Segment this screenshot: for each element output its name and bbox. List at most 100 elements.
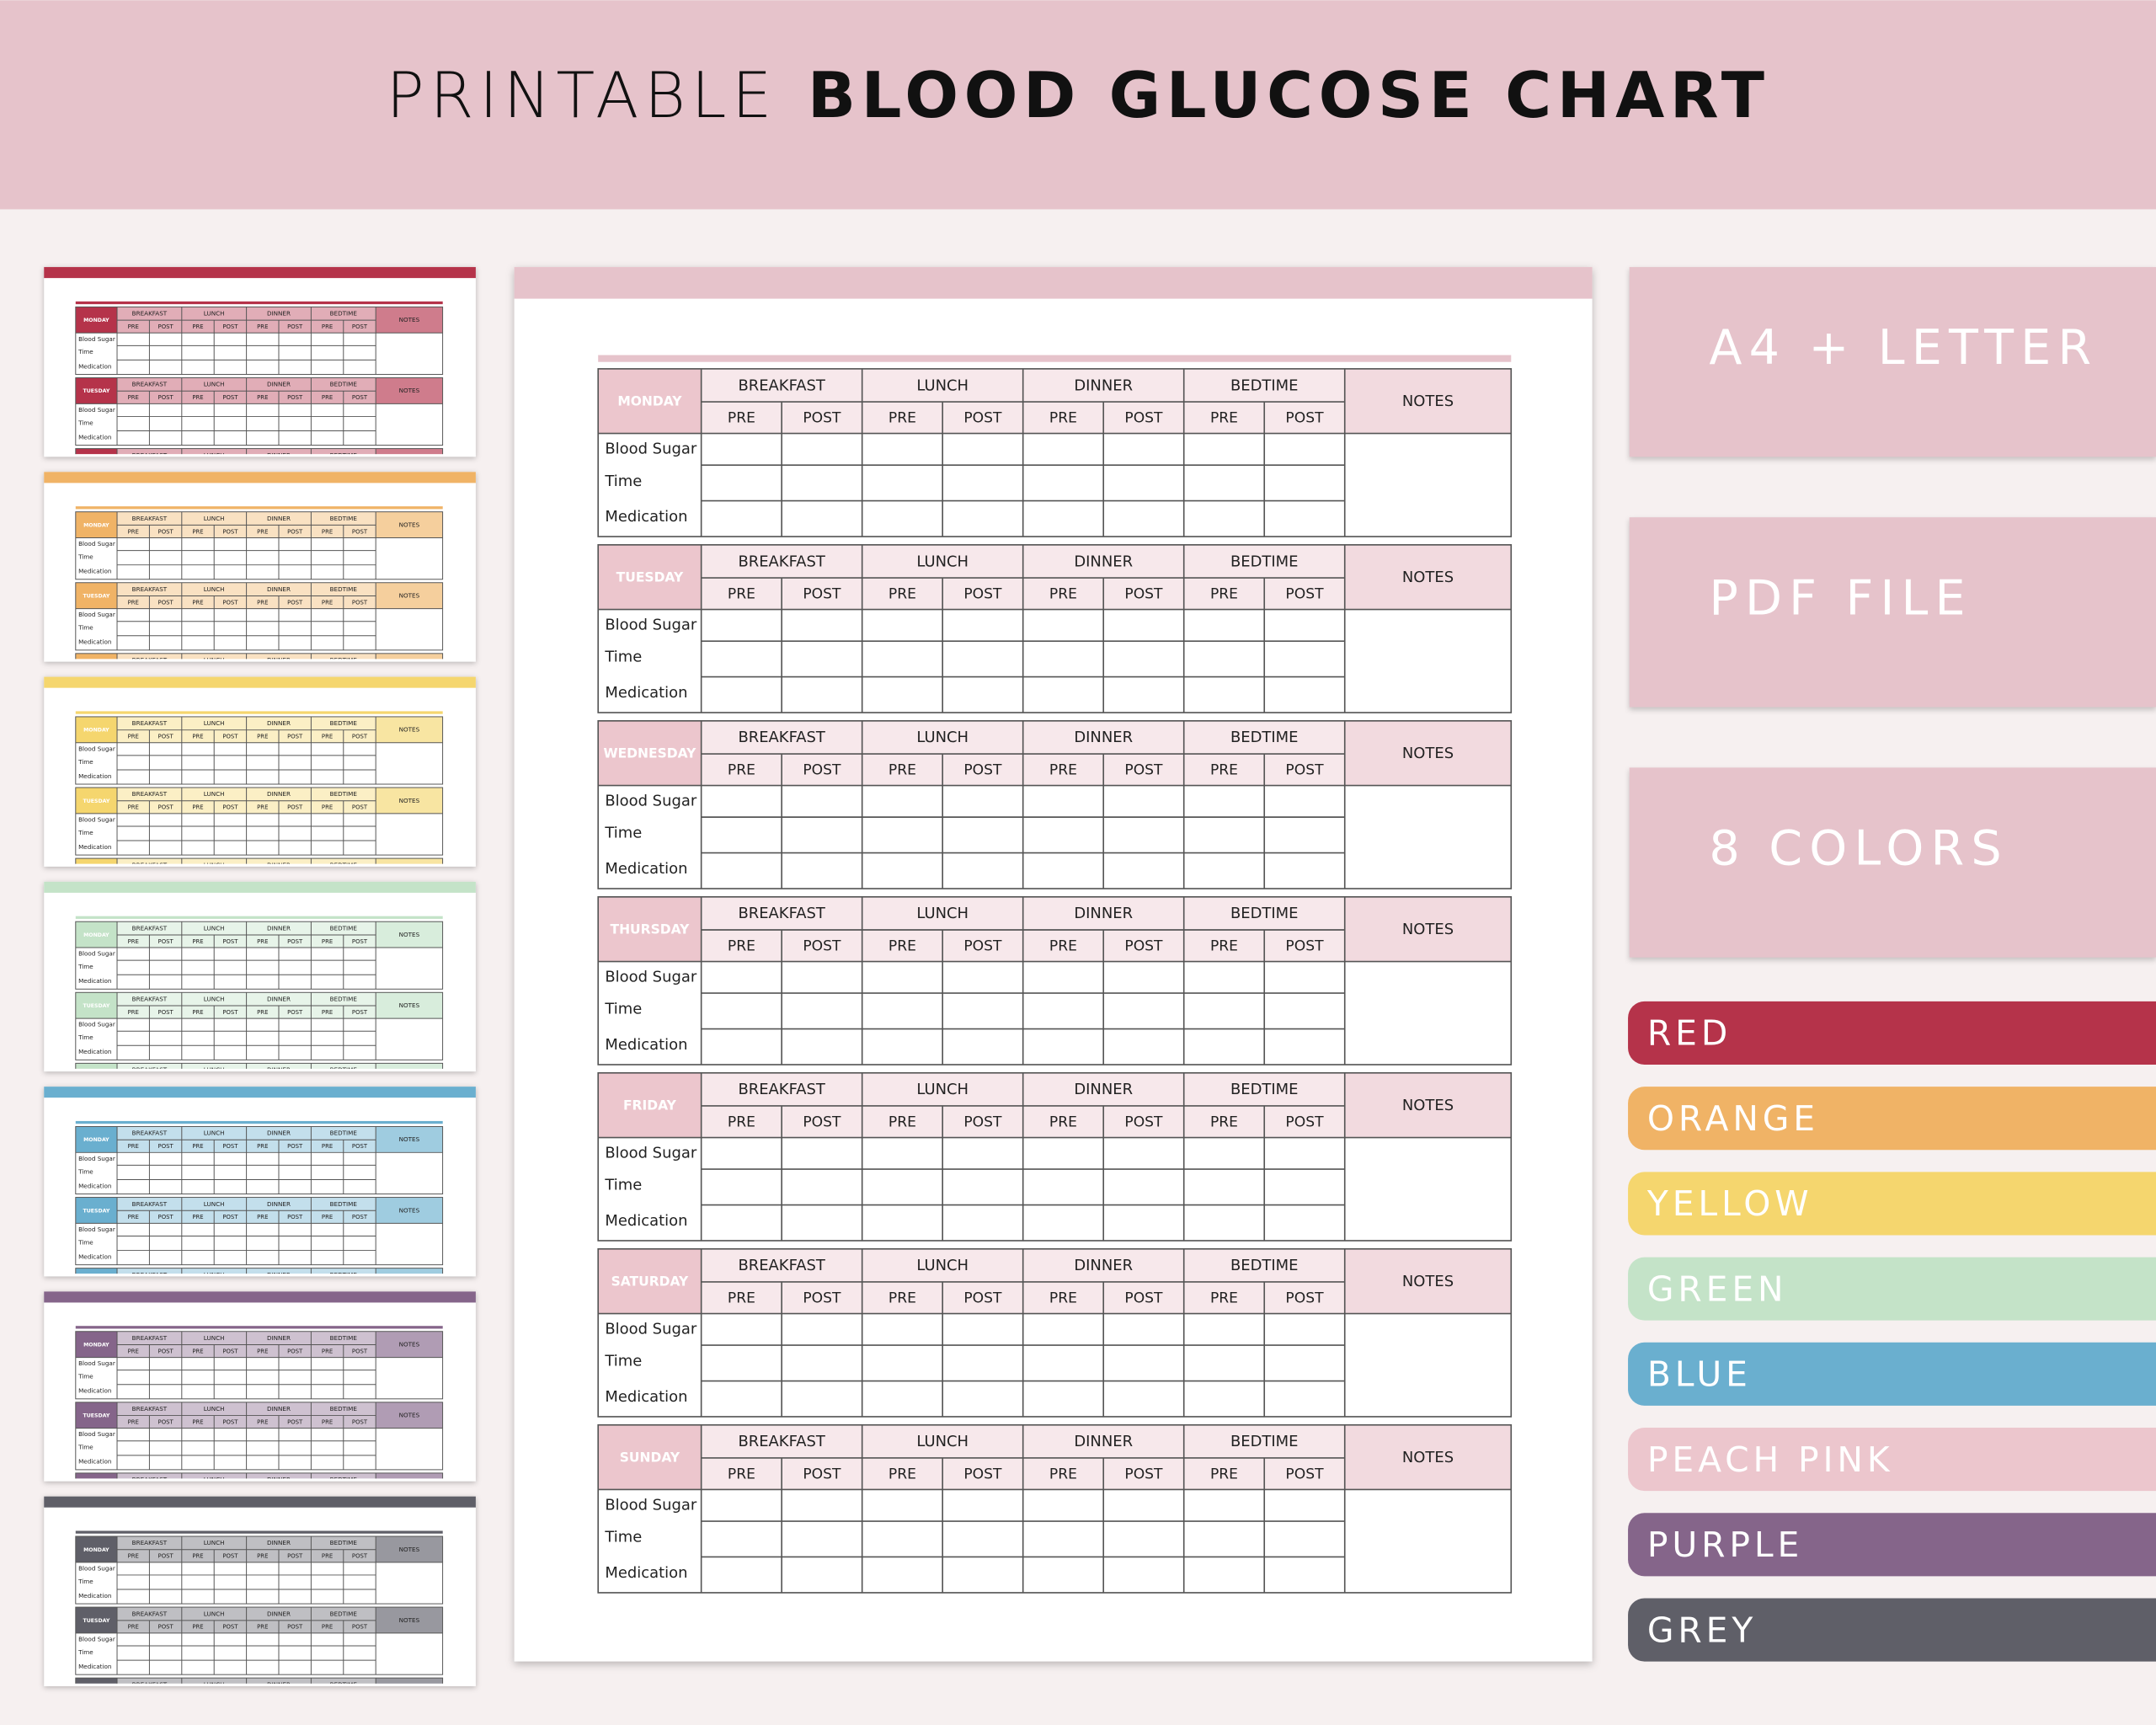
row-label: Blood Sugar [605,616,696,633]
feature-label: PDF FILE [1709,570,1972,626]
meal-label: BEDTIME [330,1200,358,1208]
meal-label: DINNER [267,585,291,593]
meal-label: BEDTIME [1230,377,1299,394]
meal-label: BREAKFAST [132,1271,168,1279]
day-label: TUESDAY [83,388,109,394]
row-label: Blood Sugar [78,1359,115,1367]
sub-label: POST [222,804,238,811]
sub-label: POST [287,734,303,740]
feature-badge [1629,767,2156,958]
header-bg [117,653,443,660]
sub-label: PRE [889,586,916,603]
sub-label: POST [287,938,303,945]
meal-label: BREAKFAST [132,1066,168,1074]
thumbnail [44,267,476,457]
sub-label: PRE [257,1553,268,1560]
sub-label: POST [222,599,238,606]
day-block: BREAKFASTPREPOSTLUNCHPREPOSTDINNERPREPOS… [75,653,444,664]
meal-label: BEDTIME [1230,553,1299,570]
thumbnail-rule [75,916,443,919]
day-cell [75,1607,118,1633]
sub-label: POST [287,1009,303,1016]
sub-label: PRE [192,734,203,740]
header-title: PRINTABLE BLOOD GLUCOSE CHART [387,57,1770,131]
row-label: Medication [605,1564,687,1582]
meal-label: LUNCH [204,1130,225,1137]
sub-label: POST [222,528,238,535]
thumbnail [44,1291,476,1482]
meal-label: DINNER [267,995,291,1002]
sub-label: PRE [1049,1114,1077,1131]
meal-label: DINNER [1074,1433,1133,1450]
color-label: ORANGE [1647,1098,1819,1139]
sub-label: PRE [192,1624,203,1631]
notes-label: NOTES [1402,569,1454,586]
sub-label: POST [222,394,238,401]
sub-label: POST [963,1466,1002,1483]
sub-label: PRE [128,1624,139,1631]
row-label: Blood Sugar [78,1155,115,1162]
thumbnail [44,676,476,867]
row-label: Medication [78,1252,111,1260]
meal-label: LUNCH [916,377,969,394]
meal-label: BREAKFAST [738,905,825,922]
sub-label: PRE [889,762,916,779]
sub-label: PRE [128,1009,139,1016]
block-border [597,1423,1513,1594]
meal-label: LUNCH [204,451,225,459]
block-border [75,1535,444,1605]
color-pill [1628,1172,2156,1236]
meal-label: LUNCH [204,381,225,388]
notes-label: NOTES [399,1001,420,1009]
row-label: Time [604,1529,642,1546]
thumbnail-band [44,1496,476,1508]
color-label: GREY [1647,1610,1757,1650]
sub-label: POST [1124,1290,1163,1307]
day-cell [75,1197,118,1224]
meal-label: DINNER [1074,729,1133,746]
thumbnail-band [44,1291,476,1303]
meal-label: LUNCH [916,1257,969,1274]
block-border [75,921,444,990]
sub-label: POST [963,762,1002,779]
meal-label: DINNER [267,515,291,522]
day-block: BREAKFASTPREPOSTLUNCHPREPOSTDINNERPREPOS… [75,1268,444,1279]
row-label: Blood Sugar [78,540,115,547]
meal-label: LUNCH [204,995,225,1002]
sub-label: PRE [128,1553,139,1560]
thumbnail-band [44,472,476,483]
block-border [75,1062,444,1069]
meal-label: DINNER [267,381,291,388]
row-label: Time [77,758,93,766]
sub-label: POST [158,599,174,606]
block-border [75,582,444,651]
feature-label: 8 COLORS [1709,821,2008,877]
notes-bg [376,307,443,334]
notes-bg [376,1678,443,1684]
sub-label: PRE [889,410,916,427]
meal-label: LUNCH [204,656,225,664]
sub-label: POST [963,938,1002,955]
meal-label: DINNER [267,1334,291,1342]
notes-bg [1344,1248,1512,1314]
meal-label: BEDTIME [330,451,358,459]
row-label: Blood Sugar [605,792,696,809]
meal-label: LUNCH [204,1334,225,1342]
meal-label: LUNCH [204,310,225,318]
day-block: BREAKFASTPREPOSTLUNCHPREPOSTDINNERPREPOS… [75,1677,444,1684]
thumbnail [44,881,476,1072]
row-label: Blood Sugar [78,406,115,414]
header-bg [117,1678,443,1684]
sub-label: PRE [889,1290,916,1307]
notes-bg [376,1536,443,1562]
color-pill [1628,1087,2156,1151]
meal-label: DINNER [267,1476,291,1483]
day-label: MONDAY [83,318,109,323]
day-label: MONDAY [617,394,682,409]
